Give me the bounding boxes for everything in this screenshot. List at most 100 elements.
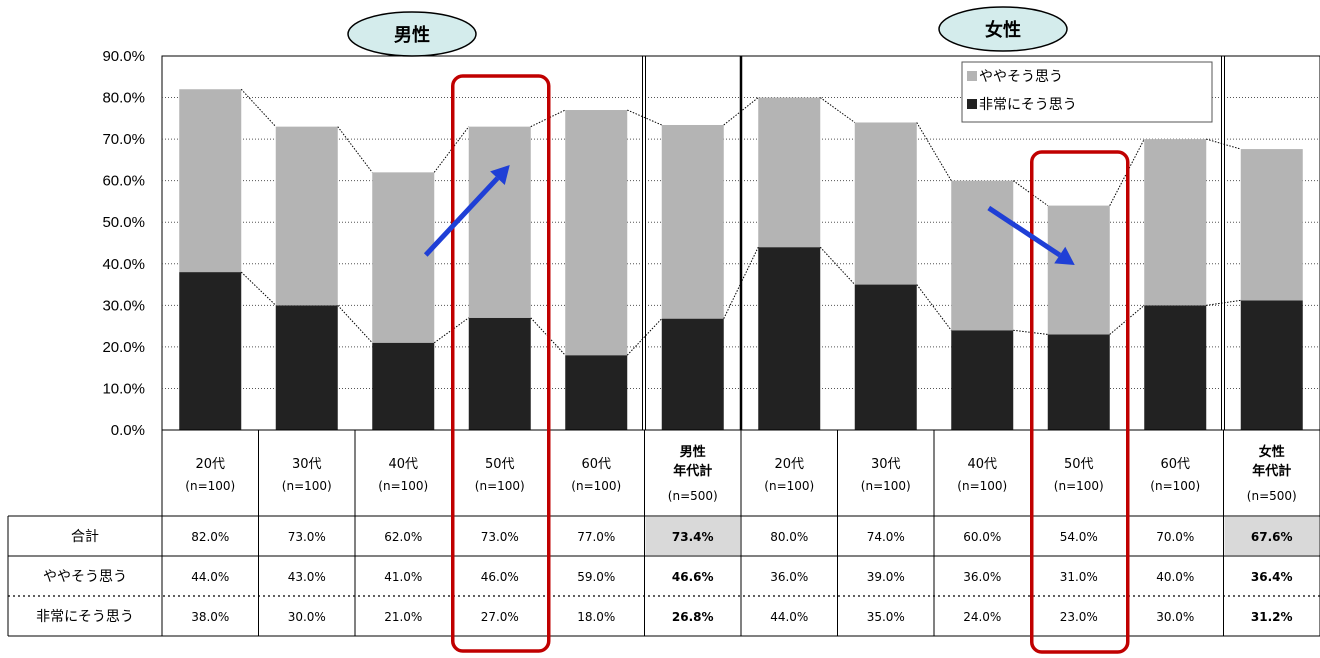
table-cell: 43.0% <box>288 570 326 584</box>
total-cell-fill <box>1224 517 1319 555</box>
legend-label-light: ややそう思う <box>979 69 1063 85</box>
category-n: (n=100) <box>282 479 332 493</box>
bar-dark <box>179 272 242 430</box>
y-tick-label: 60.0% <box>102 173 145 190</box>
group-labels: 男性 女性 <box>347 6 1068 57</box>
legend-box <box>961 61 1213 123</box>
table-cell: 70.0% <box>1156 530 1194 544</box>
category-n: (n=100) <box>764 479 814 493</box>
bar-dark <box>1144 305 1207 430</box>
connector-top <box>1206 138 1241 150</box>
table-cell: 54.0% <box>1060 530 1098 544</box>
category-n: (n=100) <box>861 479 911 493</box>
highlight-box <box>451 74 551 653</box>
bar-dark <box>275 305 338 430</box>
bar-light <box>468 126 531 318</box>
category-age: 20代 <box>195 457 225 472</box>
bar-dark <box>951 330 1014 430</box>
table-cell: 73.0% <box>481 530 519 544</box>
legend-swatch-dark <box>967 99 977 109</box>
group-badge-male <box>347 11 477 57</box>
table-cell: 21.0% <box>384 610 422 624</box>
legend: ややそう思う 非常にそう思う <box>961 61 1213 123</box>
table-cell: 59.0% <box>577 570 615 584</box>
table-cell: 60.0% <box>963 530 1001 544</box>
row-label: 非常にそう思う <box>36 609 134 625</box>
category-age: 30代 <box>292 457 322 472</box>
bar-dark <box>372 342 435 430</box>
arrow-shaft <box>987 205 1062 258</box>
connector-mid <box>626 318 663 356</box>
category-total-n: (n=500) <box>668 489 718 503</box>
table-cell: 36.0% <box>770 570 808 584</box>
connector-mid <box>337 304 373 344</box>
category-age: 40代 <box>967 457 997 472</box>
category-age: 60代 <box>1160 457 1190 472</box>
bar-light <box>1144 139 1207 306</box>
connector-lines <box>240 88 1241 356</box>
y-tick-label: 10.0% <box>102 380 145 397</box>
group-label-male: 男性 <box>394 24 430 46</box>
connector-top <box>337 126 373 173</box>
bar-light <box>275 126 338 306</box>
table-cell: 27.0% <box>481 610 519 624</box>
y-tick-label: 70.0% <box>102 131 145 148</box>
table-cell: 62.0% <box>384 530 422 544</box>
table-cell: 30.0% <box>288 610 326 624</box>
data-table: 20代 (n=100) 30代 (n=100) 40代 (n=100) 50代 (n=100)… <box>7 429 1320 637</box>
table-cell: 35.0% <box>867 610 905 624</box>
bar-light <box>565 110 628 356</box>
table-cell: 80.0% <box>770 530 808 544</box>
bar-dark <box>565 355 628 430</box>
y-axis: 0.0% 10.0% 20.0% 30.0% 40.0% 50.0% 60.0% 70.0% 8… <box>102 48 145 439</box>
bar-light <box>179 89 242 273</box>
connector-mid <box>819 246 856 285</box>
table-cell: 31.2% <box>1251 610 1293 624</box>
bar-light <box>372 172 435 343</box>
bar-light <box>1047 205 1110 335</box>
category-n: (n=100) <box>475 479 525 493</box>
table-cell: 67.6% <box>1251 530 1293 544</box>
table-cell: 44.0% <box>770 610 808 624</box>
table-cell: 41.0% <box>384 570 422 584</box>
category-n: (n=100) <box>571 479 621 493</box>
table-cell: 18.0% <box>577 610 615 624</box>
category-age: 50代 <box>485 457 515 472</box>
category-total-n: (n=500) <box>1247 489 1297 503</box>
group-dividers <box>642 56 1225 430</box>
category-total-line2: 年代計 <box>673 463 712 479</box>
connector-top <box>916 122 952 181</box>
table-cell: 23.0% <box>1060 610 1098 624</box>
category-n: (n=100) <box>1054 479 1104 493</box>
category-total-line1: 女性 <box>1259 444 1285 460</box>
y-tick-label: 30.0% <box>102 297 145 314</box>
y-tick-label: 50.0% <box>102 214 145 231</box>
y-tick-label: 20.0% <box>102 339 145 356</box>
bar-dark <box>661 318 724 430</box>
table-cell: 44.0% <box>191 570 229 584</box>
arrow-head <box>1054 246 1075 265</box>
category-total-line2: 年代計 <box>1252 463 1291 479</box>
table-cell: 26.8% <box>672 610 714 624</box>
total-cell-fill <box>645 517 740 555</box>
table-cell: 40.0% <box>1156 570 1194 584</box>
trend-arrows <box>423 165 1075 265</box>
bar-dark <box>854 284 917 430</box>
category-age: 40代 <box>388 457 418 472</box>
table-cell: 77.0% <box>577 530 615 544</box>
table-cell: 38.0% <box>191 610 229 624</box>
row-label: ややそう思う <box>43 569 127 585</box>
table-cell: 36.0% <box>963 570 1001 584</box>
connector-mid <box>916 284 952 331</box>
arrow-head <box>490 165 510 185</box>
bar-dark <box>1240 300 1303 430</box>
bar-dark <box>468 317 531 430</box>
bar-dark <box>1047 334 1110 430</box>
connector-mid <box>240 271 277 306</box>
category-age: 20代 <box>774 457 804 472</box>
category-age: 30代 <box>871 457 901 472</box>
bar-light <box>758 97 821 248</box>
connector-mid <box>1206 299 1241 306</box>
connector-top <box>627 109 662 126</box>
category-n: (n=100) <box>185 479 235 493</box>
